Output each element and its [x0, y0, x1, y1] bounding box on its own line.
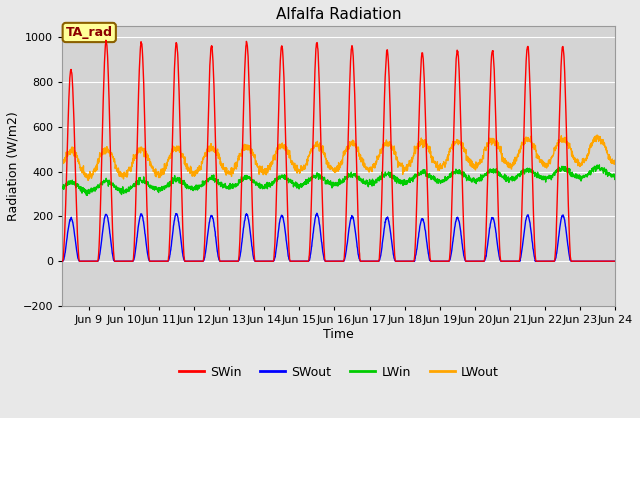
X-axis label: Time: Time — [323, 328, 354, 341]
Text: TA_rad: TA_rad — [66, 26, 113, 39]
Y-axis label: Radiation (W/m2): Radiation (W/m2) — [7, 111, 20, 221]
Legend: SWin, SWout, LWin, LWout: SWin, SWout, LWin, LWout — [174, 361, 504, 384]
Title: Alfalfa Radiation: Alfalfa Radiation — [276, 7, 401, 22]
